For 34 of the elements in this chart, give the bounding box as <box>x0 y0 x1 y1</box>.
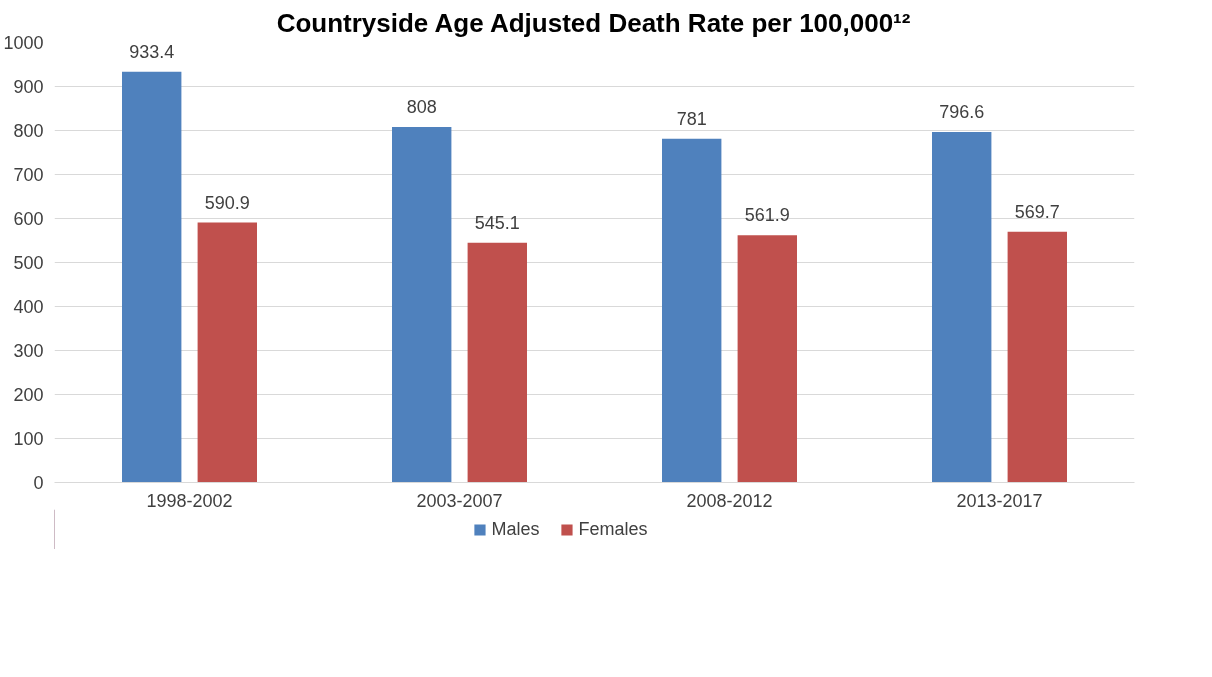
x-tick-label: 2008-2012 <box>686 490 773 511</box>
data-label: 796.6 <box>939 102 985 122</box>
data-label: 933.4 <box>129 41 175 62</box>
bar <box>1007 231 1067 483</box>
data-label: 808 <box>406 96 437 117</box>
y-tick-label: 200 <box>13 385 44 405</box>
x-tick-label: 2003-2007 <box>416 490 503 511</box>
y-tick-label: 1000 <box>3 33 44 53</box>
data-label: 569.7 <box>1014 201 1060 222</box>
chart-title: Countryside Age Adjusted Death Rate per 100,000¹² <box>276 7 911 38</box>
x-tick-label: 2013-2017 <box>956 490 1043 511</box>
y-tick-label: 400 <box>13 297 44 317</box>
bar <box>662 138 722 483</box>
y-tick-label: 600 <box>13 209 44 229</box>
bar <box>737 235 797 483</box>
bar <box>392 126 452 483</box>
y-tick-label: 900 <box>13 77 44 97</box>
data-label: 545.1 <box>474 212 520 233</box>
data-label: 561.9 <box>744 205 790 226</box>
data-label: 781 <box>676 108 707 129</box>
y-tick-label: 0 <box>33 473 44 493</box>
bar <box>932 132 992 483</box>
x-tick-label: 1998-2002 <box>146 490 233 511</box>
y-tick-label: 300 <box>13 341 44 361</box>
legend-label: Females <box>578 518 648 540</box>
y-tick-label: 700 <box>13 165 44 185</box>
y-tick-label: 100 <box>13 429 44 449</box>
y-tick-label: 800 <box>13 121 44 141</box>
bar <box>467 242 527 483</box>
legend-label: Males <box>491 518 540 540</box>
data-label: 590.9 <box>204 192 250 213</box>
y-tick-label: 500 <box>13 253 44 273</box>
bar <box>197 222 257 483</box>
bar <box>122 71 182 483</box>
